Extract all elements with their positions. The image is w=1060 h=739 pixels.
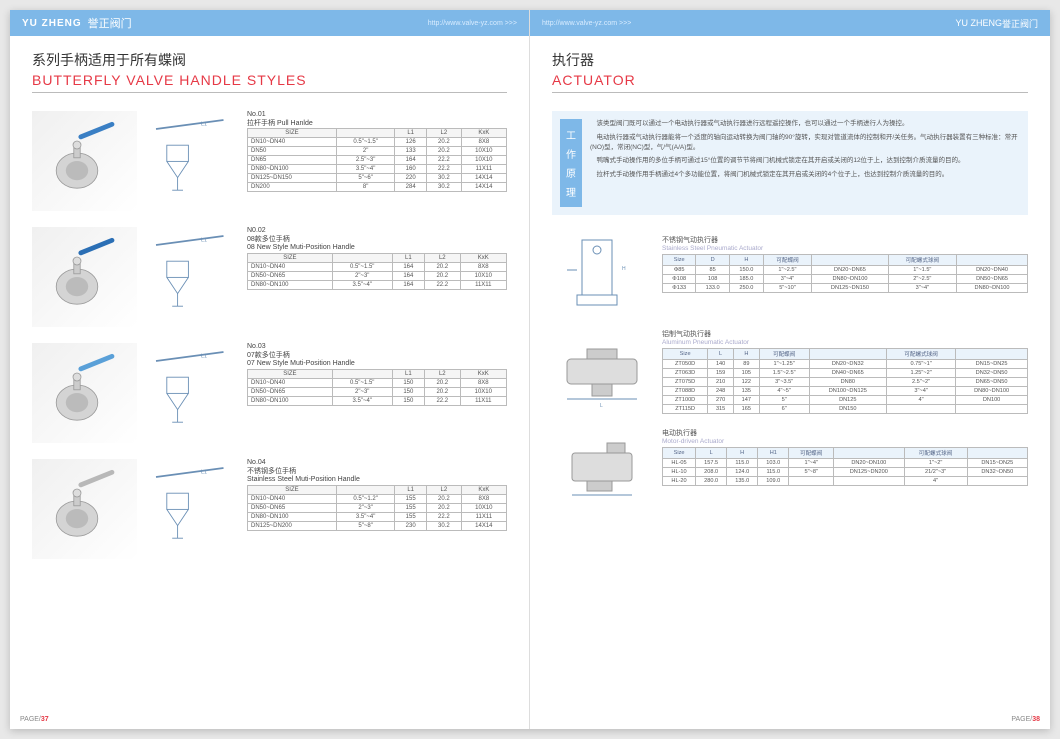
actuator-table: SizeDH可配蝶阀可配螺式球阀Φ8585150.01"~2.5"DN20~DN…	[662, 254, 1028, 293]
svg-text:L1: L1	[201, 121, 207, 127]
product-name: 08款多位手柄	[247, 234, 507, 244]
actuator-title-cn: 铝制气动执行器	[662, 329, 1028, 339]
product-photo	[32, 227, 137, 327]
technical-drawing-icon: L1	[147, 459, 237, 549]
header-right: http://www.valve-yz.com >>> YU ZHENG 誉正阀…	[530, 10, 1050, 36]
product-table-wrap: N0.02 08款多位手柄 08 New Style Muti-Position…	[247, 227, 507, 290]
left-page: YU ZHENG 誉正阀门 http://www.valve-yz.com >>…	[10, 10, 530, 729]
product-no: N0.02	[247, 227, 507, 234]
page-no-right: 38	[1032, 716, 1040, 723]
right-content: 执行器 ACTUATOR 工作原理 该类型阀门既可以通过一个电动执行器或气动执行…	[530, 36, 1050, 508]
product-diagram: L1	[147, 227, 237, 317]
header-left: YU ZHENG 誉正阀门 http://www.valve-yz.com >>…	[10, 10, 529, 36]
svg-text:H: H	[622, 266, 626, 272]
header-url-r: http://www.valve-yz.com >>>	[542, 20, 631, 27]
actuator-drawing	[552, 423, 652, 513]
product-name: 拉杆手柄 Pull Hanlde	[247, 118, 507, 128]
technical-drawing-icon: L1	[147, 227, 237, 317]
svg-text:L1: L1	[201, 237, 207, 243]
actuator-table: SizeLH可配蝶阀可配螺式球阀ZT050D140891"~1.25"DN20~…	[662, 348, 1028, 414]
footer-left: PAGE/37	[20, 716, 49, 723]
valve-icon	[45, 469, 125, 549]
spec-table: SIZEL1L2KxKDN10~DN400.5"~1.5"12620.28X8D…	[247, 128, 507, 192]
valve-icon	[45, 121, 125, 201]
valve-icon	[45, 237, 125, 317]
actuator-title-cn: 电动执行器	[662, 428, 1028, 438]
product-table-wrap: No.04 不锈钢多位手柄 Stainless Steel Muti-Posit…	[247, 459, 507, 531]
actuator-table-wrap: 不锈钢气动执行器 Stainless Steel Pneumatic Actua…	[662, 235, 1028, 293]
valve-icon	[45, 353, 125, 433]
products-list: L1 No.01 拉杆手柄 Pull Hanlde SIZEL1L2KxKDN1…	[32, 111, 507, 559]
product-diagram: L1	[147, 459, 237, 549]
left-title-en: BUTTERFLY VALVE HANDLE STYLES	[32, 72, 507, 93]
product-name: 07款多位手柄	[247, 350, 507, 360]
actuator-title-en: Aluminum Pneumatic Actuator	[662, 339, 1028, 346]
product-row: L1 No.04 不锈钢多位手柄 Stainless Steel Muti-Po…	[32, 459, 507, 559]
product-no: No.01	[247, 111, 507, 118]
actuator-diagram: L	[552, 329, 652, 409]
actuators-list: H 不锈钢气动执行器 Stainless Steel Pneumatic Act…	[552, 235, 1028, 508]
technical-drawing-icon: L1	[147, 343, 237, 433]
product-photo	[32, 111, 137, 211]
actuator-table-wrap: 电动执行器 Motor-driven Actuator SizeLHH1可配蝶阀…	[662, 428, 1028, 486]
actuator-title-en: Motor-driven Actuator	[662, 438, 1028, 445]
product-photo	[32, 343, 137, 443]
product-table-wrap: No.01 拉杆手柄 Pull Hanlde SIZEL1L2KxKDN10~D…	[247, 111, 507, 192]
product-row: L1 N0.02 08款多位手柄 08 New Style Muti-Posit…	[32, 227, 507, 327]
working-principle-box: 工作原理 该类型阀门既可以通过一个电动执行器或气动执行器进行远程遥控操作，也可以…	[552, 111, 1028, 215]
brand-cn-r: 誉正阀门	[1002, 17, 1038, 30]
product-row: L1 No.01 拉杆手柄 Pull Hanlde SIZEL1L2KxKDN1…	[32, 111, 507, 211]
right-page: http://www.valve-yz.com >>> YU ZHENG 誉正阀…	[530, 10, 1050, 729]
product-name: 不锈钢多位手柄	[247, 466, 507, 476]
left-title-cn: 系列手柄适用于所有蝶阀	[32, 50, 507, 70]
actuator-table-wrap: 铝制气动执行器 Aluminum Pneumatic Actuator Size…	[662, 329, 1028, 414]
product-diagram: L1	[147, 111, 237, 201]
product-row: L1 No.03 07款多位手柄 07 New Style Muti-Posit…	[32, 343, 507, 443]
catalog-spread: YU ZHENG 誉正阀门 http://www.valve-yz.com >>…	[10, 10, 1050, 729]
header-url: http://www.valve-yz.com >>>	[428, 20, 517, 27]
brand-en-r: YU ZHENG	[955, 18, 1002, 28]
left-content: 系列手柄适用于所有蝶阀 BUTTERFLY VALVE HANDLE STYLE…	[10, 36, 529, 559]
product-name-en: Stainless Steel Muti-Position Handle	[247, 476, 507, 483]
right-title-cn: 执行器	[552, 50, 1028, 70]
actuator-diagram	[552, 428, 652, 508]
actuator-section: H 不锈钢气动执行器 Stainless Steel Pneumatic Act…	[552, 235, 1028, 315]
spec-table: SIZEL1L2KxKDN10~DN400.5"~1.5"15020.28X8D…	[247, 369, 507, 406]
svg-text:L1: L1	[201, 353, 207, 359]
actuator-diagram: H	[552, 235, 652, 315]
working-principle-label: 工作原理	[560, 119, 582, 207]
actuator-table: SizeLHH1可配蝶阀可配螺式球阀HL-05157.5115.0103.01"…	[662, 447, 1028, 486]
spec-table: SIZEL1L2KxKDN10~DN400.5"~1.2"15520.28X8D…	[247, 485, 507, 531]
product-diagram: L1	[147, 343, 237, 433]
brand-cn: 誉正阀门	[88, 15, 132, 31]
product-name-en: 07 New Style Muti-Position Handle	[247, 360, 507, 367]
technical-drawing-icon: L1	[147, 111, 237, 201]
product-no: No.03	[247, 343, 507, 350]
product-table-wrap: No.03 07款多位手柄 07 New Style Muti-Position…	[247, 343, 507, 406]
brand-en: YU ZHENG	[22, 18, 82, 29]
footer-right: PAGE/38	[1011, 716, 1040, 723]
spec-table: SIZEL1L2KxKDN10~DN400.5"~1.5"16420.28X8D…	[247, 253, 507, 290]
actuator-drawing: L	[552, 324, 652, 414]
product-name-en: 08 New Style Muti-Position Handle	[247, 244, 507, 251]
actuator-title-en: Stainless Steel Pneumatic Actuator	[662, 245, 1028, 252]
actuator-section: 电动执行器 Motor-driven Actuator SizeLHH1可配蝶阀…	[552, 428, 1028, 508]
svg-text:L: L	[600, 403, 603, 409]
product-photo	[32, 459, 137, 559]
svg-text:L1: L1	[201, 469, 207, 475]
actuator-title-cn: 不锈钢气动执行器	[662, 235, 1028, 245]
product-no: No.04	[247, 459, 507, 466]
page-no-left: 37	[41, 716, 49, 723]
right-title-en: ACTUATOR	[552, 72, 1028, 93]
actuator-section: L 铝制气动执行器 Aluminum Pneumatic Actuator Si…	[552, 329, 1028, 414]
actuator-drawing: H	[552, 230, 652, 320]
working-principle-text: 该类型阀门既可以通过一个电动执行器或气动执行器进行远程遥控操作，也可以通过一个手…	[590, 119, 1020, 207]
